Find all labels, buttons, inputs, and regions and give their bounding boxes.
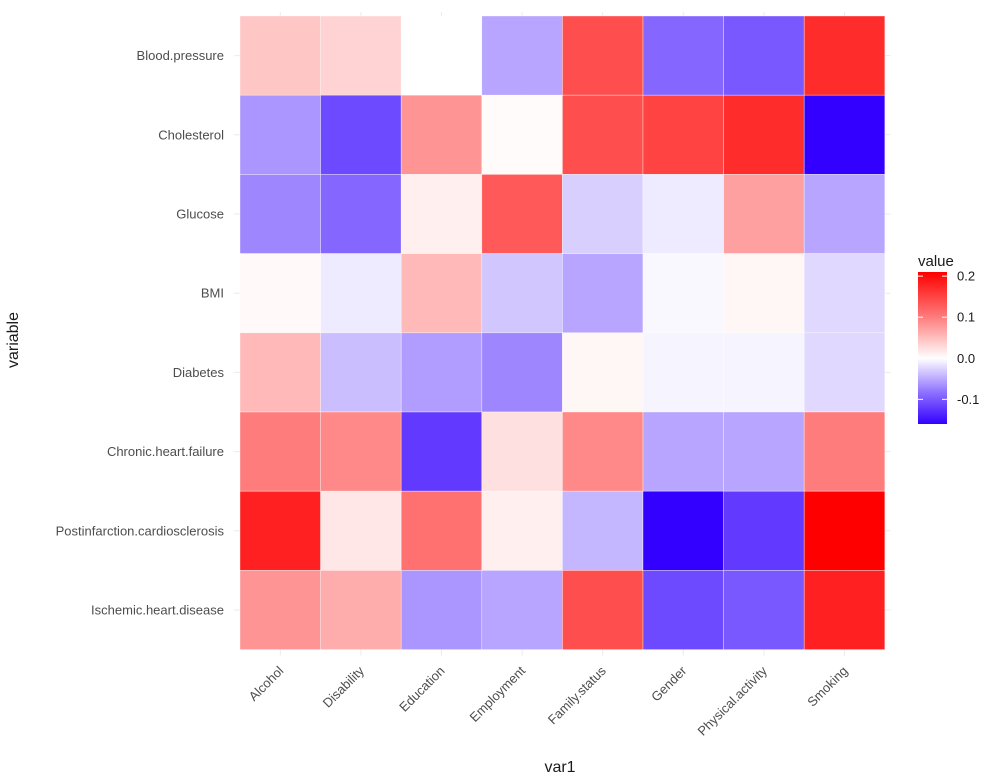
heatmap-cell xyxy=(642,490,724,571)
heatmap-cell xyxy=(723,253,805,334)
y-tick-label: Postinfarction.cardiosclerosis xyxy=(56,523,225,538)
y-tick-label: Diabetes xyxy=(173,365,225,380)
heatmap-cell xyxy=(723,332,805,413)
heatmap-cell xyxy=(400,94,483,175)
x-axis-ticks: Alcohol Disability Education Employment Fami… xyxy=(246,663,851,739)
heatmap-cell xyxy=(723,411,805,492)
x-tick-label: Alcohol xyxy=(246,663,287,704)
heatmap-cell xyxy=(400,174,483,254)
heatmap-cell xyxy=(723,94,805,175)
heatmap-cell xyxy=(320,253,402,334)
heatmap-cell xyxy=(642,15,724,96)
heatmap-cell xyxy=(239,332,321,413)
color-legend: value 0.2 0.1 0.0 -0.1 xyxy=(918,253,979,424)
x-tick-label: Smoking xyxy=(804,663,850,709)
heatmap-cell xyxy=(723,490,805,571)
legend-title: value xyxy=(918,253,954,270)
heatmap-cell xyxy=(239,15,321,96)
legend-tick-label: 0.2 xyxy=(957,269,975,284)
legend-colorbar xyxy=(918,272,947,424)
y-axis-ticks: Blood.pressure Cholesterol Glucose BMI Diabe… xyxy=(56,48,225,617)
heatmap-cell xyxy=(803,332,886,413)
heatmap-cell xyxy=(400,15,483,96)
heatmap-cell xyxy=(481,411,563,492)
heatmap-cell xyxy=(723,174,805,254)
heatmap-cell xyxy=(642,253,724,334)
heatmap-cell xyxy=(481,332,563,413)
heatmap-cell xyxy=(803,15,886,96)
x-tick-label: Education xyxy=(396,663,447,714)
heatmap-cell xyxy=(723,15,805,96)
heatmap-cell xyxy=(642,174,724,254)
heatmap-tiles xyxy=(239,15,886,650)
y-tick-label: Blood.pressure xyxy=(137,48,224,63)
heatmap-cell xyxy=(320,570,402,650)
heatmap-cell xyxy=(239,94,321,175)
heatmap-cell xyxy=(400,411,483,492)
heatmap-cell xyxy=(562,411,644,492)
heatmap-cell xyxy=(400,490,483,571)
heatmap-cell xyxy=(803,253,886,334)
heatmap-cell xyxy=(642,332,724,413)
x-tick-label: Family.status xyxy=(545,663,609,727)
y-axis-title: variable xyxy=(5,312,22,368)
heatmap-cell xyxy=(400,253,483,334)
heatmap-cell xyxy=(481,490,563,571)
y-tick-label: BMI xyxy=(201,286,224,301)
heatmap-cell xyxy=(562,332,644,413)
heatmap-cell xyxy=(239,174,321,254)
heatmap-cell xyxy=(803,570,886,650)
legend-tick-label: 0.0 xyxy=(957,351,975,366)
heatmap-cell xyxy=(239,490,321,571)
heatmap-cell xyxy=(642,94,724,175)
heatmap-cell xyxy=(481,15,563,96)
heatmap-cell xyxy=(320,490,402,571)
heatmap-cell xyxy=(562,94,644,175)
heatmap-cell xyxy=(320,411,402,492)
heatmap-cell xyxy=(320,15,402,96)
x-tick-label: Disability xyxy=(320,663,368,711)
heatmap-cell xyxy=(400,332,483,413)
legend-tick-label: 0.1 xyxy=(957,310,975,325)
heatmap-cell xyxy=(320,332,402,413)
legend-ticks: 0.2 0.1 0.0 -0.1 xyxy=(918,269,979,407)
heatmap-cell xyxy=(562,15,644,96)
y-tick-label: Chronic.heart.failure xyxy=(107,444,224,459)
legend-tick-label: -0.1 xyxy=(957,392,979,407)
x-axis-title: var1 xyxy=(544,759,575,776)
heatmap-cell xyxy=(803,174,886,254)
y-tick-label: Glucose xyxy=(176,207,224,222)
heatmap-cell xyxy=(239,253,321,334)
heatmap-cell xyxy=(239,570,321,650)
heatmap-cell xyxy=(239,411,321,492)
heatmap-cell xyxy=(642,570,724,650)
y-tick-label: Cholesterol xyxy=(158,127,224,142)
heatmap-cell xyxy=(481,253,563,334)
heatmap-cell xyxy=(562,253,644,334)
heatmap-cell xyxy=(320,94,402,175)
heatmap-cell xyxy=(481,174,563,254)
x-tick-label: Employment xyxy=(467,663,529,725)
heatmap-cell xyxy=(320,174,402,254)
heatmap-cell xyxy=(481,570,563,650)
heatmap-cell xyxy=(562,570,644,650)
y-tick-label: Ischemic.heart.disease xyxy=(91,603,224,618)
heatmap-cell xyxy=(562,490,644,571)
heatmap-cell xyxy=(562,174,644,254)
heatmap-cell xyxy=(803,411,886,492)
heatmap-cell xyxy=(803,94,886,175)
heatmap-cell xyxy=(642,411,724,492)
heatmap-cell xyxy=(723,570,805,650)
heatmap-cell xyxy=(481,94,563,175)
heatmap-cell xyxy=(803,490,886,571)
x-tick-label: Gender xyxy=(648,663,690,705)
x-tick-label: Physical.activity xyxy=(695,663,771,739)
heatmap-cell xyxy=(400,570,483,650)
